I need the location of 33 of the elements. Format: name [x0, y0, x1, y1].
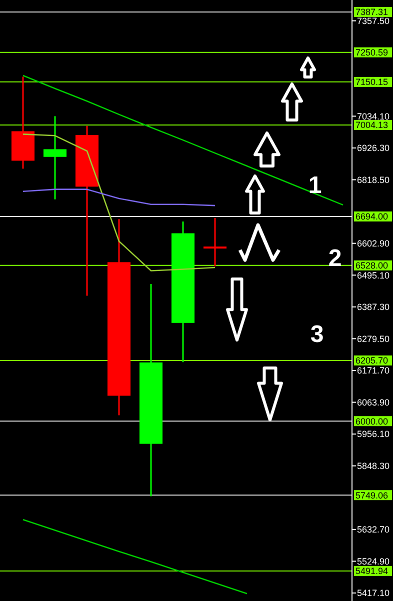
ref-line-label: 7004.13: [356, 120, 388, 130]
y-tick-label: 7034.10: [357, 111, 390, 122]
candlestick: [43, 115, 67, 200]
y-tick-label: 6387.30: [357, 302, 390, 312]
y-tick-label: 6063.90: [357, 397, 390, 408]
line-series: [22, 74, 344, 206]
ref-line-label: 5491.94: [356, 566, 388, 576]
ref-line-label: 6528.00: [356, 260, 388, 271]
y-tick-label: 5632.70: [357, 524, 390, 535]
y-tick-label: 6171.70: [357, 366, 390, 376]
ref-line-label: 7150.15: [356, 77, 388, 88]
ref-line-label: 7250.59: [356, 47, 388, 58]
y-tick-label: 5848.30: [357, 461, 390, 471]
y-tick-label: 6279.50: [357, 334, 390, 344]
ref-line-label: 6000.00: [356, 416, 388, 426]
annotation: 3: [310, 321, 324, 348]
y-tick-label: 5417.10: [357, 588, 390, 598]
y-tick-label: 6602.90: [357, 238, 390, 248]
y-tick-label: 5956.10: [357, 429, 390, 440]
candlestick: [203, 217, 227, 268]
annotation: 1: [308, 172, 322, 199]
ref-line-label: 6205.70: [356, 356, 388, 366]
ref-line-label: 6694.00: [356, 212, 388, 222]
y-tick-label: 6495.10: [357, 270, 390, 280]
line-series: [22, 518, 248, 594]
y-tick-label: 7357.50: [357, 16, 390, 26]
ref-line-label: 7387.31: [356, 7, 388, 18]
y-tick-label: 6926.30: [357, 143, 390, 154]
line-series: [22, 188, 216, 206]
annotation: 2: [328, 245, 342, 272]
ref-line-label: 5749.06: [356, 490, 388, 500]
y-tick-label: 5524.90: [357, 556, 390, 566]
y-tick-label: 6818.50: [357, 174, 390, 185]
